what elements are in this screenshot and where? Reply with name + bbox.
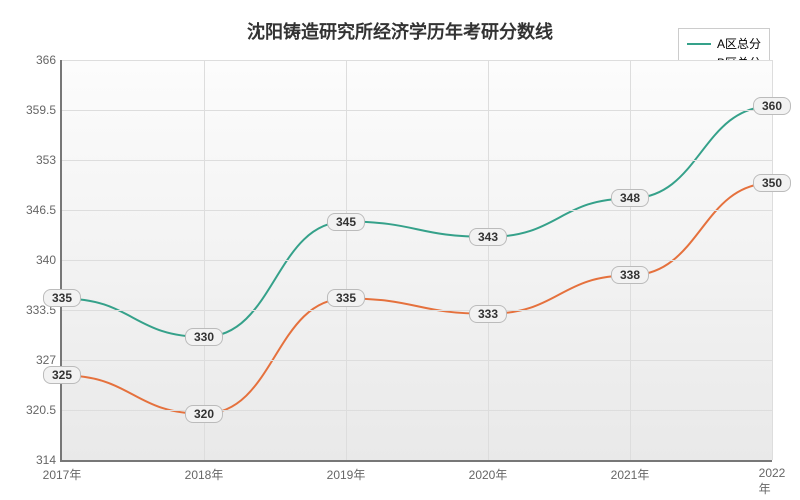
series-line — [62, 183, 772, 414]
grid-line-h — [62, 160, 772, 161]
grid-line-v — [204, 60, 205, 460]
plot-area: 314320.5327333.5340346.5353359.53662017年… — [60, 60, 772, 462]
grid-line-v — [346, 60, 347, 460]
data-label: 333 — [469, 305, 507, 323]
grid-line-v — [772, 60, 773, 460]
series-line — [62, 106, 772, 337]
data-label: 345 — [327, 213, 365, 231]
data-label: 338 — [611, 266, 649, 284]
chart-container: 沈阳铸造研究所经济学历年考研分数线 A区总分 B区总分 314320.53273… — [0, 0, 800, 500]
data-label: 335 — [43, 289, 81, 307]
grid-line-v — [488, 60, 489, 460]
grid-line-h — [62, 60, 772, 61]
grid-line-v — [630, 60, 631, 460]
y-axis-label: 327 — [36, 353, 56, 367]
x-axis-label: 2022年 — [759, 466, 786, 497]
chart-title: 沈阳铸造研究所经济学历年考研分数线 — [247, 18, 553, 44]
grid-line-h — [62, 110, 772, 111]
data-label: 320 — [185, 405, 223, 423]
grid-line-h — [62, 210, 772, 211]
y-axis-label: 359.5 — [26, 103, 56, 117]
legend-swatch-a — [687, 43, 711, 45]
data-label: 325 — [43, 366, 81, 384]
data-label: 330 — [185, 328, 223, 346]
grid-line-h — [62, 410, 772, 411]
data-label: 360 — [753, 97, 791, 115]
legend-item-a: A区总分 — [687, 35, 761, 52]
y-axis-label: 346.5 — [26, 203, 56, 217]
x-axis-label: 2018年 — [185, 466, 224, 483]
y-axis-label: 353 — [36, 153, 56, 167]
x-axis-label: 2021年 — [611, 466, 650, 483]
y-axis-label: 366 — [36, 53, 56, 67]
x-axis-label: 2019年 — [327, 466, 366, 483]
x-axis-label: 2020年 — [469, 466, 508, 483]
data-label: 348 — [611, 189, 649, 207]
data-label: 350 — [753, 174, 791, 192]
grid-line-h — [62, 310, 772, 311]
y-axis-label: 314 — [36, 453, 56, 467]
legend-label-a: A区总分 — [717, 35, 761, 52]
y-axis-label: 320.5 — [26, 403, 56, 417]
grid-line-h — [62, 260, 772, 261]
data-label: 343 — [469, 228, 507, 246]
data-label: 335 — [327, 289, 365, 307]
grid-line-h — [62, 360, 772, 361]
y-axis-label: 340 — [36, 253, 56, 267]
x-axis-label: 2017年 — [43, 466, 82, 483]
